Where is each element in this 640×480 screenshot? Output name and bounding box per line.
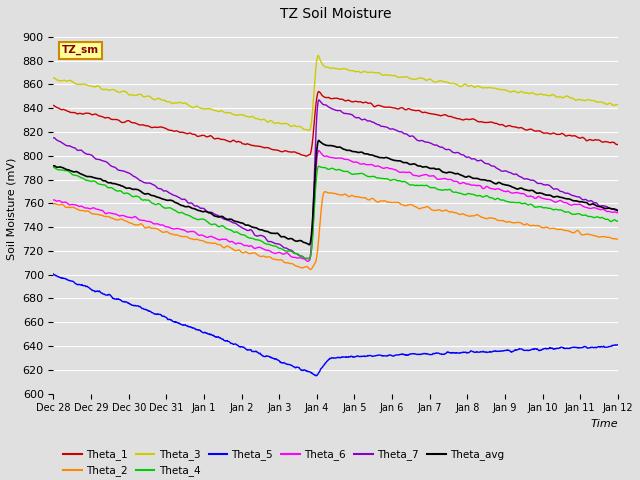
Y-axis label: Soil Moisture (mV): Soil Moisture (mV) [7,158,17,261]
Text: TZ_sm: TZ_sm [62,45,99,55]
Title: TZ Soil Moisture: TZ Soil Moisture [280,7,391,21]
X-axis label: Time: Time [590,419,618,429]
Legend: Theta_1, Theta_2, Theta_3, Theta_4, Theta_5, Theta_6, Theta_7, Theta_avg: Theta_1, Theta_2, Theta_3, Theta_4, Thet… [59,445,508,480]
